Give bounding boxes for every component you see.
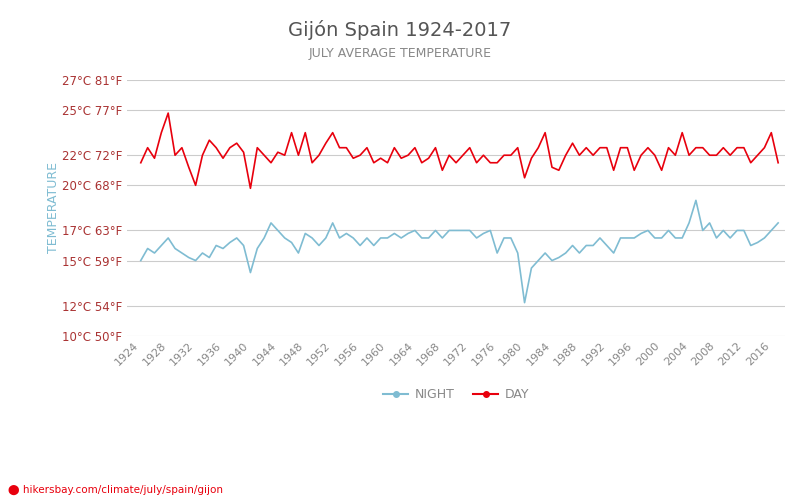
Y-axis label: TEMPERATURE: TEMPERATURE xyxy=(47,162,60,254)
Text: JULY AVERAGE TEMPERATURE: JULY AVERAGE TEMPERATURE xyxy=(309,48,491,60)
Legend: NIGHT, DAY: NIGHT, DAY xyxy=(378,383,534,406)
Text: ⬤ hikersbay.com/climate/july/spain/gijon: ⬤ hikersbay.com/climate/july/spain/gijon xyxy=(8,485,223,495)
Text: Gijón Spain 1924-2017: Gijón Spain 1924-2017 xyxy=(288,20,512,40)
